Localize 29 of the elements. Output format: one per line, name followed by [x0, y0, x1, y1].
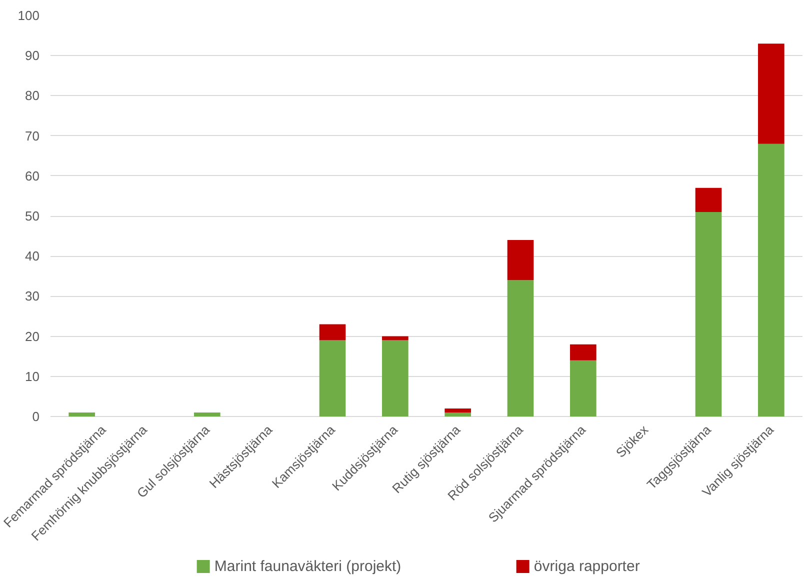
bar: [68, 412, 95, 416]
legend-label: Marint faunaväkteri (projekt): [214, 558, 402, 575]
y-tick-label: 40: [25, 248, 40, 264]
y-tick-label: 60: [25, 168, 40, 184]
bar: [444, 408, 471, 412]
bar: [319, 324, 346, 340]
bar: [382, 340, 408, 416]
y-tick-label: 10: [25, 368, 40, 384]
bar: [194, 412, 220, 416]
y-tick-label: 0: [32, 409, 40, 424]
bar: [570, 344, 596, 360]
y-tick-label: 50: [25, 208, 40, 224]
y-tick-label: 30: [25, 288, 40, 304]
bar: [758, 144, 784, 416]
bar: [382, 336, 408, 340]
bar: [695, 188, 722, 212]
bar: [758, 44, 784, 144]
y-tick-label: 90: [25, 48, 40, 64]
bar: [695, 212, 722, 416]
y-tick-label: 20: [25, 328, 40, 344]
bar: [319, 340, 346, 416]
y-tick-label: 100: [18, 8, 40, 23]
legend-label: övriga rapporter: [534, 558, 640, 575]
bar: [570, 360, 596, 416]
y-tick-label: 80: [25, 88, 40, 104]
y-tick-label: 70: [25, 128, 40, 144]
bar: [444, 412, 471, 416]
bar: [507, 240, 534, 280]
bar: [507, 280, 534, 416]
